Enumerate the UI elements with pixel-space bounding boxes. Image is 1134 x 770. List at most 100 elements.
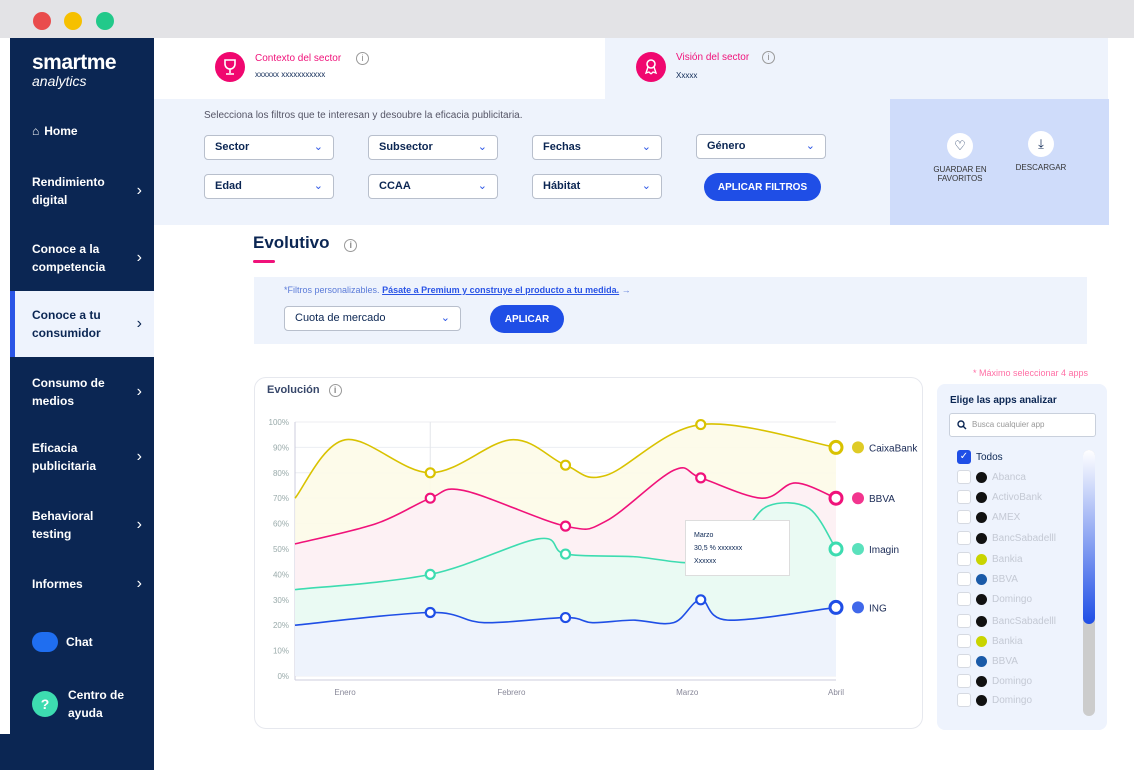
chevron-down-icon: ⌄ <box>805 140 815 152</box>
sidebar-item-label: Behavioral testing <box>32 509 94 541</box>
checkbox[interactable] <box>957 654 971 668</box>
genero-select[interactable]: Género ⌄ <box>696 134 826 159</box>
checkbox-checked[interactable]: ✓ <box>957 450 971 464</box>
sidebar-item-informes[interactable]: Informes › <box>10 574 154 594</box>
favorites-label: GUARDAR EN FAVORITOS <box>933 165 987 183</box>
data-point <box>559 459 572 471</box>
max-apps-note: * Máximo seleccionar 4 apps <box>973 368 1089 378</box>
app-option[interactable]: Bankia <box>957 634 1023 648</box>
filters-intro: Selecciona los filtros que te interesan … <box>204 110 523 121</box>
checkbox[interactable] <box>957 693 971 707</box>
y-tick-label: 20% <box>273 621 289 630</box>
app-option[interactable]: Domingo <box>957 674 1032 688</box>
sidebar-item-home[interactable]: ⌂ Home <box>10 122 154 140</box>
info-icon[interactable]: i <box>344 239 358 252</box>
app-option[interactable]: ActivoBank <box>957 490 1042 504</box>
window-titlebar <box>0 0 1134 38</box>
info-icon[interactable]: i <box>328 384 342 397</box>
info-icon[interactable]: i <box>355 52 369 65</box>
app-option[interactable]: Domingo <box>957 693 1032 707</box>
logo[interactable]: smartme analytics <box>32 52 117 89</box>
app-option[interactable]: Bankia <box>957 552 1023 566</box>
checkbox[interactable] <box>957 614 971 628</box>
close-window-button[interactable] <box>33 12 51 30</box>
home-icon: ⌂ <box>32 124 40 138</box>
app-option[interactable]: BancSabadelll <box>957 531 1056 545</box>
ccaa-select[interactable]: CCAA ⌄ <box>368 174 498 199</box>
app-logo-icon <box>976 471 987 483</box>
tooltip-value: 30,5 % xxxxxxx <box>694 545 743 552</box>
checkbox[interactable] <box>957 674 971 688</box>
chevron-down-icon: ⌄ <box>477 141 487 153</box>
app-label: BancSabadelll <box>992 532 1056 544</box>
apply-filters-button[interactable]: APLICAR FILTROS <box>704 173 821 201</box>
sidebar-footer <box>0 734 154 770</box>
sidebar-item-competencia[interactable]: Conoce a la competencia › <box>10 240 154 276</box>
checkbox[interactable] <box>957 470 971 484</box>
sector-select[interactable]: Sector ⌄ <box>204 135 334 160</box>
data-point <box>424 568 436 581</box>
premium-link[interactable]: Pásate a Premium y construye el producto… <box>382 285 620 295</box>
habitat-select[interactable]: Hábitat ⌄ <box>532 174 662 199</box>
checkbox[interactable] <box>957 592 971 606</box>
award-icon <box>636 52 666 82</box>
premium-note: *Filtros personalizables. <box>284 285 380 295</box>
fechas-select[interactable]: Fechas ⌄ <box>532 135 662 160</box>
app-label: BBVA <box>992 655 1018 667</box>
checkbox[interactable] <box>957 510 971 524</box>
favorites-button[interactable]: ♡ GUARDAR EN FAVORITOS <box>925 133 995 183</box>
app-option-todos[interactable]: ✓ Todos <box>957 450 1003 464</box>
checkbox[interactable] <box>957 490 971 504</box>
y-tick-label: 50% <box>273 545 289 554</box>
caixabank-logo-icon <box>852 441 864 454</box>
scrollbar-thumb[interactable] <box>1083 450 1095 624</box>
imagin-logo-icon <box>852 543 864 555</box>
sidebar-item-medios[interactable]: Consumo de medios › <box>10 374 154 410</box>
app-search-input[interactable]: Busca cualquier app <box>949 413 1096 437</box>
app-logo-icon <box>976 675 987 687</box>
app-option[interactable]: AMEX <box>957 510 1020 524</box>
tooltip-label: Xxxxxx <box>694 558 717 565</box>
chevron-down-icon: ⌄ <box>313 141 323 153</box>
app-option[interactable]: BancSabadelll <box>957 614 1056 628</box>
edad-select[interactable]: Edad ⌄ <box>204 174 334 199</box>
search-icon <box>957 420 967 430</box>
sidebar: smartme analytics ⌂ Home Rendimiento digit… <box>10 38 154 734</box>
apply-button[interactable]: APLICAR <box>490 305 564 333</box>
maximize-window-button[interactable] <box>96 12 114 30</box>
sidebar-item-chat[interactable]: Chat <box>10 630 154 654</box>
app-option[interactable]: BBVA <box>957 654 1018 668</box>
checkbox[interactable] <box>957 531 971 545</box>
sidebar-item-consumidor[interactable]: Conoce a tu consumidor › <box>10 291 154 357</box>
app-option[interactable]: Domingo <box>957 592 1032 606</box>
sidebar-item-eficacia[interactable]: Eficacia publicitaria › <box>10 439 154 475</box>
data-point <box>559 548 572 560</box>
app-option[interactable]: Abanca <box>957 470 1026 484</box>
checkbox[interactable] <box>957 634 971 648</box>
sidebar-item-behavioral[interactable]: Behavioral testing › <box>10 507 154 543</box>
y-tick-label: 10% <box>273 647 289 656</box>
app-logo-icon <box>976 593 987 605</box>
subsector-select[interactable]: Subsector ⌄ <box>368 135 498 160</box>
vision-card: Visión del sector i Xxxxx <box>605 38 1108 99</box>
sidebar-item-rendimiento[interactable]: Rendimiento digital › <box>10 173 154 209</box>
sidebar-item-ayuda[interactable]: ? Centro de ayuda <box>10 686 154 722</box>
app-label: BBVA <box>992 573 1018 585</box>
line-ing <box>294 598 837 626</box>
app-logo-icon <box>976 532 987 544</box>
scrollbar-track[interactable] <box>1083 450 1095 716</box>
minimize-window-button[interactable] <box>64 12 82 30</box>
app-label: Domingo <box>992 593 1033 605</box>
metric-select[interactable]: Cuota de mercado ⌄ <box>284 306 461 331</box>
chevron-down-icon: ⌄ <box>477 180 487 192</box>
app-label: Todos <box>976 451 1003 463</box>
filters-panel: Selecciona los filtros que te interesan … <box>154 99 890 225</box>
sidebar-item-label: Conoce a la competencia <box>32 242 106 274</box>
app-label: Domingo <box>992 694 1033 706</box>
sidebar-item-label: Conoce a tu consumidor <box>32 308 101 340</box>
info-icon[interactable]: i <box>761 51 775 64</box>
checkbox[interactable] <box>957 572 971 586</box>
app-option[interactable]: BBVA <box>957 572 1018 586</box>
download-button[interactable]: ⤓ DESCARGAR <box>1006 131 1076 172</box>
checkbox[interactable] <box>957 552 971 566</box>
